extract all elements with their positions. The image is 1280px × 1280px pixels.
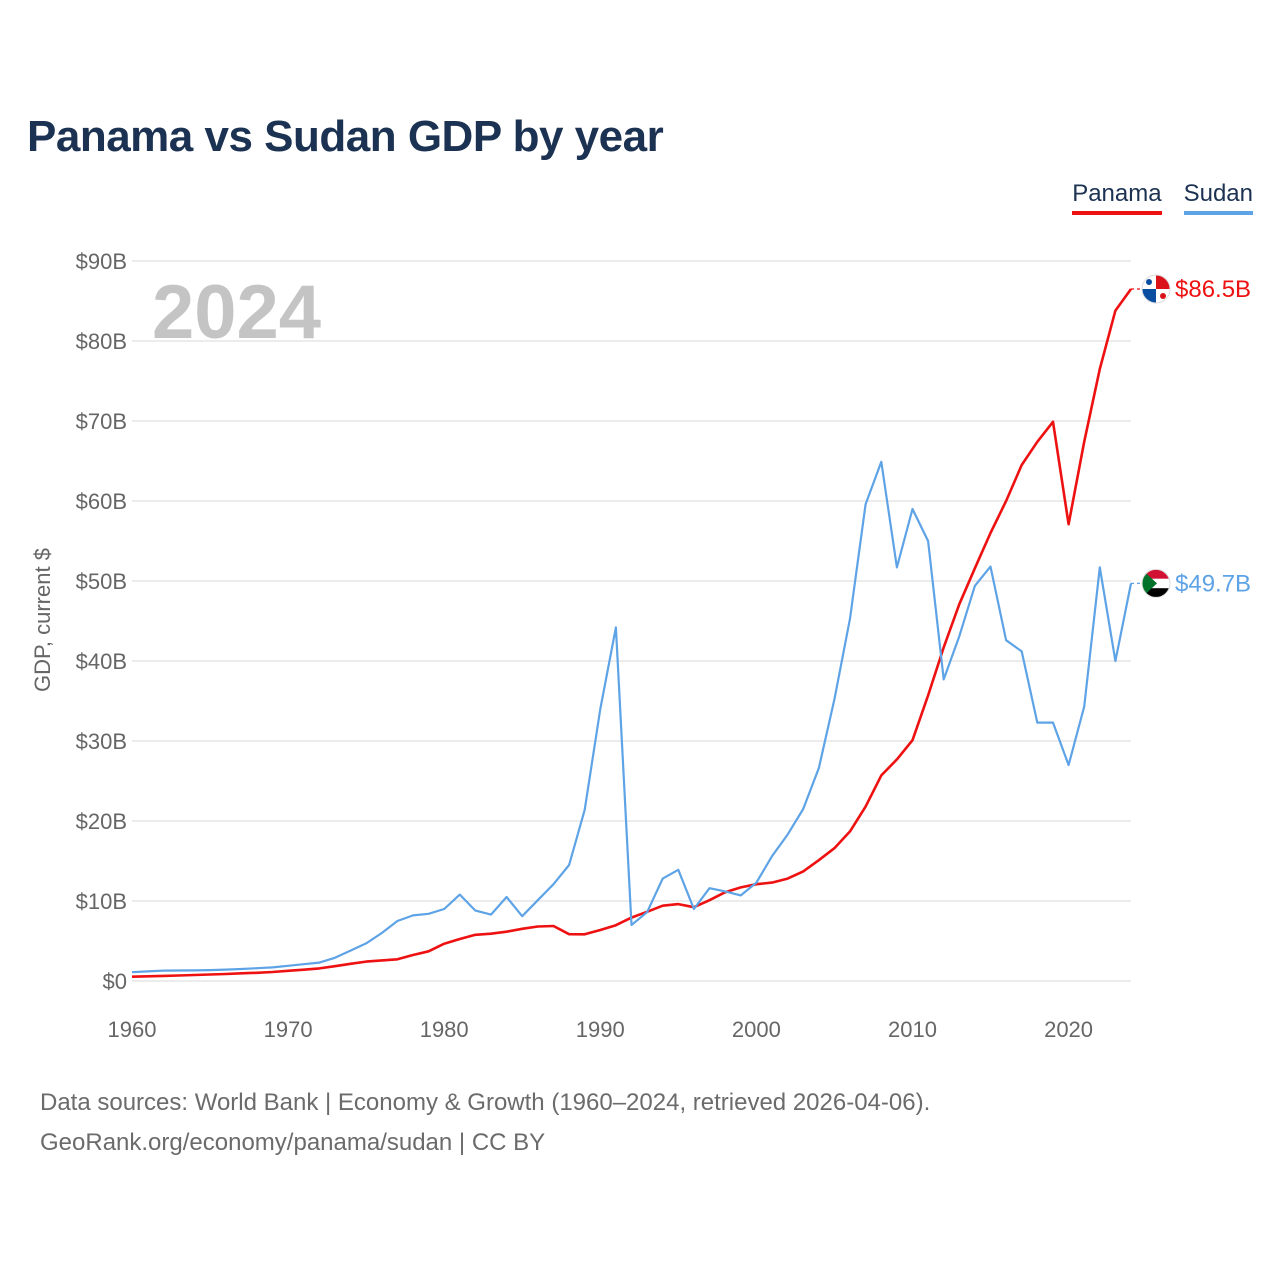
y-tick-label: $40B [76,649,127,674]
y-tick-label: $50B [76,569,127,594]
gdp-line-chart: $0 $10B $20B $30B $40B $50B $60B $70B $80B $90B 1… [30,249,1251,1042]
x-tick-label: 1970 [264,1017,313,1042]
y-tick-label: $30B [76,729,127,754]
end-value-label-sudan: $49.7B [1175,570,1251,597]
y-tick-label: $10B [76,889,127,914]
y-tick-label: $70B [76,409,127,434]
legend: Panama Sudan [1072,180,1253,215]
series-end-markers: $86.5B $49.7B [1131,274,1251,598]
y-tick-label: $0 [103,969,127,994]
sudan-flag-icon [1141,568,1171,598]
y-tick-label: $90B [76,249,127,274]
gridlines [132,260,1131,982]
series-lines [131,288,1133,978]
x-tick-label: 2010 [888,1017,937,1042]
x-tick-label: 1990 [576,1017,625,1042]
x-axis-ticks: 1960 1970 1980 1990 2000 2010 2020 [108,1017,1094,1042]
y-tick-label: $20B [76,809,127,834]
y-tick-label: $60B [76,489,127,514]
x-tick-label: 2020 [1044,1017,1093,1042]
x-tick-label: 1960 [108,1017,157,1042]
chart-title: Panama vs Sudan GDP by year [27,112,664,161]
end-value-label-panama: $86.5B [1175,276,1251,303]
x-tick-label: 2000 [732,1017,781,1042]
series-line-panama[interactable] [131,288,1133,978]
footer-sources: Data sources: World Bank | Economy & Gro… [40,1089,931,1116]
series-line-sudan[interactable] [131,460,1133,974]
x-tick-label: 1980 [420,1017,469,1042]
panama-flag-icon [1141,274,1171,304]
y-axis-ticks: $0 $10B $20B $30B $40B $50B $60B $70B $80B $90B [76,249,127,994]
footer: Data sources: World Bank | Economy & Gro… [40,1083,930,1163]
y-tick-label: $80B [76,329,127,354]
legend-item-sudan[interactable]: Sudan [1183,180,1253,215]
footer-credit[interactable]: GeoRank.org/economy/panama/sudan | CC BY [40,1129,546,1156]
year-label: 2024 [152,270,321,355]
legend-item-panama[interactable]: Panama [1072,180,1162,215]
y-axis-label: GDP, current $ [30,548,55,692]
